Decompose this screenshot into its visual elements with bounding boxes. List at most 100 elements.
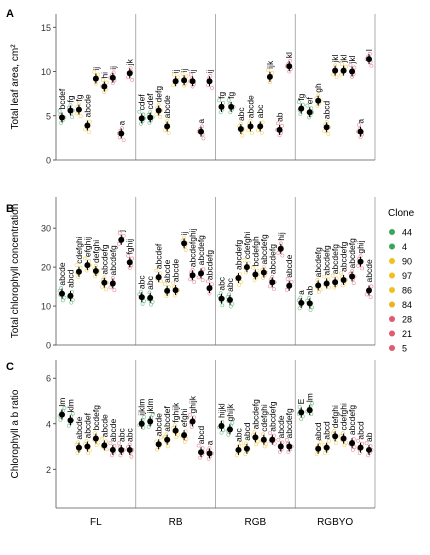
data-point (192, 280, 197, 284)
data-point (104, 287, 108, 292)
mean-point (118, 236, 125, 243)
data-point (126, 253, 131, 258)
legend-entry-label: 44 (402, 228, 412, 238)
letter-label: ijk (265, 60, 275, 69)
letter-label: ghijk (188, 395, 198, 413)
letter-label: abcde (246, 95, 256, 118)
mean-point (252, 434, 259, 441)
letter-label: abcde (162, 95, 172, 118)
data-point (84, 439, 89, 444)
data-point (368, 295, 373, 300)
legend-marker (389, 272, 395, 279)
mean-point (84, 262, 91, 269)
data-point (261, 276, 265, 280)
data-point (120, 126, 124, 131)
data-point (322, 129, 327, 134)
data-point (86, 451, 91, 456)
data-point (327, 285, 331, 290)
letter-label: abcd (322, 101, 332, 120)
data-point (150, 412, 155, 417)
data-point (94, 443, 99, 448)
data-point (70, 411, 75, 416)
data-point (70, 298, 75, 302)
data-point (159, 279, 163, 284)
mean-point (75, 106, 82, 113)
data-point (96, 72, 101, 77)
mean-point (75, 444, 82, 451)
data-point (84, 268, 89, 273)
mean-point (226, 426, 233, 433)
mean-point (323, 124, 330, 131)
mean-point (323, 444, 330, 451)
mean-point (138, 294, 145, 301)
mean-point (189, 418, 196, 425)
mean-point (276, 126, 283, 133)
data-point (60, 298, 65, 303)
mean-point (277, 245, 284, 252)
data-point (118, 453, 123, 458)
data-point (330, 72, 335, 77)
mean-point (247, 123, 254, 130)
data-point (330, 273, 335, 278)
data-point (272, 287, 276, 291)
data-point (305, 103, 310, 108)
data-point (209, 85, 214, 90)
letter-label: ijklm (137, 399, 147, 416)
data-point (171, 281, 176, 286)
data-point (108, 441, 113, 446)
letter-label: jkl (339, 54, 349, 63)
letter-label: cdefghi (242, 232, 252, 260)
mean-point (260, 269, 267, 276)
mean-point (155, 274, 162, 281)
data-point (137, 109, 142, 114)
letter-label: ij (205, 69, 215, 73)
data-point (318, 287, 323, 292)
data-point (218, 110, 223, 115)
data-point (243, 452, 248, 457)
mean-point (198, 270, 205, 277)
mean-point (172, 78, 179, 85)
letter-label: ij (179, 231, 189, 235)
data-point (146, 424, 151, 429)
letter-label: abcd (356, 421, 366, 440)
mean-point (155, 107, 162, 114)
data-point (166, 131, 171, 135)
mean-point (332, 67, 339, 74)
data-point (182, 439, 187, 444)
letter-label: abcd (313, 422, 323, 441)
x-tick-label: FL (90, 517, 102, 528)
mean-point (315, 445, 322, 452)
data-point (196, 275, 201, 280)
mean-point (332, 433, 339, 440)
data-point (266, 68, 271, 73)
letter-label: abcd (196, 426, 206, 445)
letter-label: abcdefg (284, 408, 294, 439)
data-point (250, 131, 255, 135)
letter-label: abcdefg (347, 238, 357, 269)
letter-label: abcde (162, 259, 172, 282)
letter-label: abcde (99, 414, 109, 437)
data-point (322, 274, 327, 279)
x-axis-labels: FL RB RGB RGBYO (90, 517, 353, 528)
legend-marker (389, 243, 395, 250)
legend-entry-label: 86 (402, 286, 412, 296)
mean-point (147, 114, 154, 121)
mean-point (269, 279, 276, 286)
letter-label: abcdef (82, 412, 92, 438)
mean-point (206, 285, 213, 292)
letter-label: gh (313, 83, 323, 93)
data-point (352, 445, 357, 450)
letter-label: fg (217, 92, 227, 99)
data-point (252, 277, 257, 282)
data-point (307, 115, 311, 120)
letter-label: abcdef (154, 243, 164, 269)
letter-label: abcde (276, 415, 286, 438)
data-point (285, 277, 290, 281)
mean-point (366, 56, 372, 63)
data-point (172, 293, 177, 298)
letter-label: abcdefg (267, 401, 277, 432)
mean-point (243, 445, 250, 452)
mean-point (118, 130, 125, 137)
mean-point (101, 442, 108, 449)
data-point (59, 286, 64, 291)
